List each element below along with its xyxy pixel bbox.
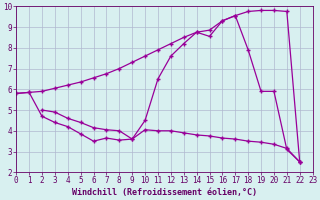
X-axis label: Windchill (Refroidissement éolien,°C): Windchill (Refroidissement éolien,°C)	[72, 188, 257, 197]
